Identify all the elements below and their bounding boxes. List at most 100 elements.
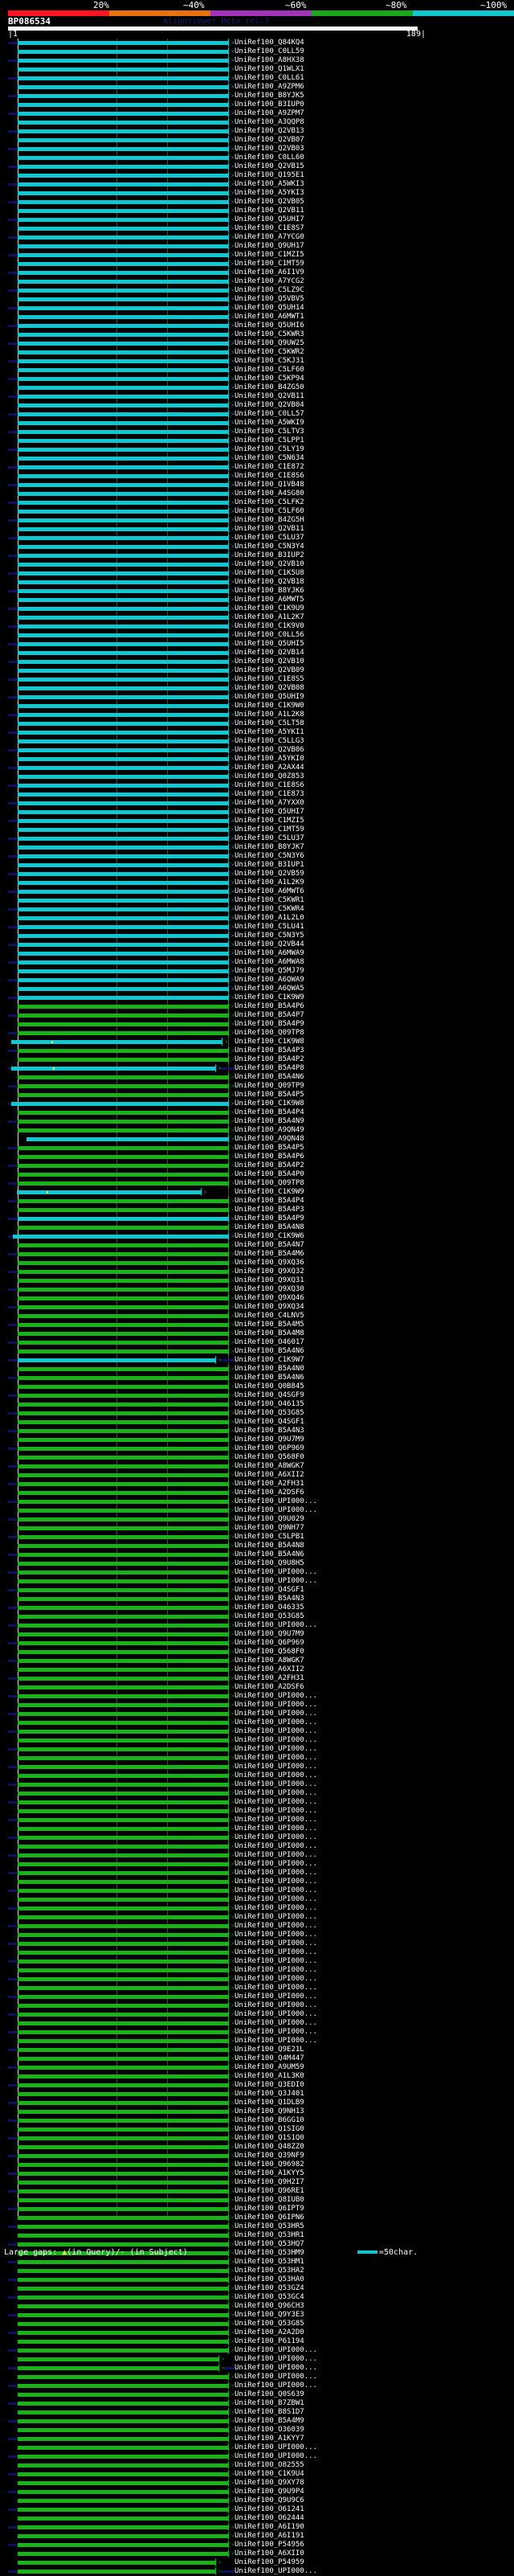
hit-label[interactable]: UniRef100_A6QWA9 [235,976,304,984]
hit-alignment-bar[interactable] [18,350,228,354]
hit-alignment-bar[interactable] [18,182,228,186]
hit-label[interactable]: UniRef100_C5LY19 [235,445,304,453]
hit-label[interactable]: UniRef100_B5A4M5 [235,1321,304,1329]
hit-row[interactable]: UniRef100_Q8IUB0 [0,2196,514,2205]
hit-label[interactable]: UniRef100_A5YKI1 [235,728,304,736]
hit-row[interactable]: UniRef100_C5LU37 [0,534,514,543]
hit-row[interactable]: UniRef100_UPI000... [0,2028,514,2037]
hit-alignment-bar[interactable] [18,1579,228,1583]
hit-label[interactable]: UniRef100_C5LT58 [235,719,304,727]
hit-label[interactable]: UniRef100_C5LF60 [235,366,304,374]
hit-alignment-bar[interactable] [18,1208,228,1212]
hit-row[interactable]: UniRef100_Q9U9P4 [0,2488,514,2496]
hit-alignment-bar[interactable] [18,1862,228,1866]
hit-row[interactable]: UniRef100_UPI000... [0,2364,514,2373]
hit-label[interactable]: UniRef100_Q9NH13 [235,2107,304,2115]
hit-alignment-bar[interactable] [18,1827,228,1831]
hit-label[interactable]: UniRef100_C1E8S5 [235,675,304,683]
hit-label[interactable]: UniRef100_Q9U9P4 [235,2488,304,2496]
hit-alignment-bar[interactable] [18,85,228,89]
hit-row[interactable]: UniRef100_Q53HA2 [0,2267,514,2275]
hit-label[interactable]: UniRef100_Q53HQ7 [235,2240,304,2248]
hit-label[interactable]: UniRef100_A1L3K0 [235,2072,304,2080]
hit-alignment-bar[interactable] [18,209,228,213]
hit-alignment-bar[interactable] [18,899,228,903]
hit-label[interactable]: UniRef100_B7ZBW1 [235,2399,304,2407]
hit-row[interactable]: UniRef100_UPI000... [0,2373,514,2381]
hit-alignment-bar[interactable] [18,571,228,575]
hit-alignment-bar[interactable] [18,2048,228,2052]
hit-alignment-bar[interactable] [18,2145,228,2149]
hit-row[interactable]: UniRef100_B5A4P3 [0,1206,514,1214]
hit-row[interactable]: UniRef100_Q9Y3E3 [0,2311,514,2320]
hit-label[interactable]: UniRef100_C1K9W8 [235,1100,304,1108]
hit-label[interactable]: UniRef100_Q2VB13 [235,127,304,135]
hit-label[interactable]: UniRef100_Q1WLX1 [235,65,304,73]
hit-label[interactable]: UniRef100_C5LU37 [235,834,304,842]
hit-alignment-bar[interactable] [18,2074,228,2078]
hit-label[interactable]: UniRef100_Q2VB15 [235,162,304,170]
hit-alignment-bar[interactable] [18,2437,228,2441]
hit-label[interactable]: UniRef100_Q2VB18 [235,578,304,586]
hit-label[interactable]: UniRef100_B5A4N3 [235,1595,304,1603]
hit-row[interactable]: UniRef100_A1KYY7 [0,2435,514,2443]
hit-alignment-bar[interactable] [18,1783,228,1787]
hit-row[interactable]: UniRef100_C5KJ31 [0,357,514,366]
hit-label[interactable]: UniRef100_P54959 [235,2558,304,2566]
hit-row[interactable]: UniRef100_C1K5U8 [0,569,514,578]
hit-row[interactable]: UniRef100_Q4M447 [0,2054,514,2063]
hit-row[interactable]: UniRef100_A2FH31 [0,1480,514,1489]
hit-row[interactable]: UniRef100_Q5MJ79 [0,967,514,976]
hit-label[interactable]: UniRef100_UPI000... [235,1939,317,1947]
hit-label[interactable]: UniRef100_C5LTV3 [235,428,304,436]
hit-label[interactable]: UniRef100_Q9Y3E3 [235,2311,304,2319]
hit-label[interactable]: UniRef100_C0LL60 [235,154,304,162]
hit-row[interactable]: UniRef100_A5YKI3 [0,189,514,198]
hit-row[interactable]: UniRef100_Q53G85 [0,1612,514,1621]
hit-row[interactable]: UniRef100_Q9XQ34 [0,1303,514,1312]
hit-label[interactable]: UniRef100_C1MT59 [235,825,304,833]
hit-alignment-bar[interactable] [18,1173,228,1177]
hit-label[interactable]: UniRef100_C1K9U4 [235,2470,304,2478]
hit-alignment-bar[interactable] [11,1040,222,1044]
hit-label[interactable]: UniRef100_UPI000... [235,2355,317,2363]
hit-alignment-bar[interactable] [18,536,228,540]
hit-alignment-bar[interactable] [18,2154,228,2158]
hit-row[interactable]: UniRef100_C0LL59 [0,47,514,56]
hit-alignment-bar[interactable] [18,2110,228,2114]
hit-row[interactable]: UniRef100_B5A4P5 [0,1144,514,1153]
hit-alignment-bar[interactable] [18,722,228,726]
hit-row[interactable]: UniRef100_Q0Z853 [0,772,514,781]
hit-label[interactable]: UniRef100_Q2VB11 [235,392,304,400]
hit-row[interactable]: UniRef100_B8YJK7 [0,843,514,852]
hit-label[interactable]: UniRef100_A5YKI0 [235,755,304,763]
hit-row[interactable]: UniRef100_Q53HM9 [0,2249,514,2258]
hit-alignment-bar[interactable] [18,1058,228,1062]
hit-row[interactable]: UniRef100_B3IUP2 [0,551,514,560]
hit-row[interactable]: UniRef100_UPI000... [0,1816,514,1824]
hit-label[interactable]: UniRef100_B5A4P6 [235,1153,304,1161]
hit-label[interactable]: UniRef100_A6XII2 [235,1471,304,1479]
hit-alignment-bar[interactable] [18,2216,228,2220]
hit-alignment-bar[interactable] [18,695,228,699]
hit-alignment-bar[interactable] [18,1730,228,1734]
hit-label[interactable]: UniRef100_B5A4P2 [235,1055,304,1063]
hit-alignment-bar[interactable] [18,819,228,823]
hit-label[interactable]: UniRef100_Q9XQ36 [235,1259,304,1267]
hit-alignment-bar[interactable] [18,2313,228,2317]
hit-label[interactable]: UniRef100_UPI000... [235,1842,317,1850]
hit-row[interactable]: UniRef100_A6MWA8 [0,958,514,967]
hit-alignment-bar[interactable] [18,978,228,982]
hit-alignment-bar[interactable] [18,642,228,646]
hit-label[interactable]: UniRef100_UPI000... [235,1780,317,1788]
hit-row[interactable]: UniRef100_A1L3K0 [0,2072,514,2081]
hit-label[interactable]: UniRef100_A6MWT1 [235,313,304,321]
hit-label[interactable]: UniRef100_C1K9W8 [235,1038,304,1046]
hit-row[interactable]: UniRef100_C1E8S7 [0,224,514,233]
hit-row[interactable]: UniRef100_UPI000... [0,1745,514,1754]
hit-label[interactable]: UniRef100_B5A4P8 [235,1064,304,1072]
hit-alignment-bar[interactable] [18,2269,228,2273]
hit-label[interactable]: UniRef100_Q9XY78 [235,2479,304,2487]
hit-label[interactable]: UniRef100_C1K9W7 [235,1356,304,1364]
hit-label[interactable]: UniRef100_Q39NF9 [235,2152,304,2160]
